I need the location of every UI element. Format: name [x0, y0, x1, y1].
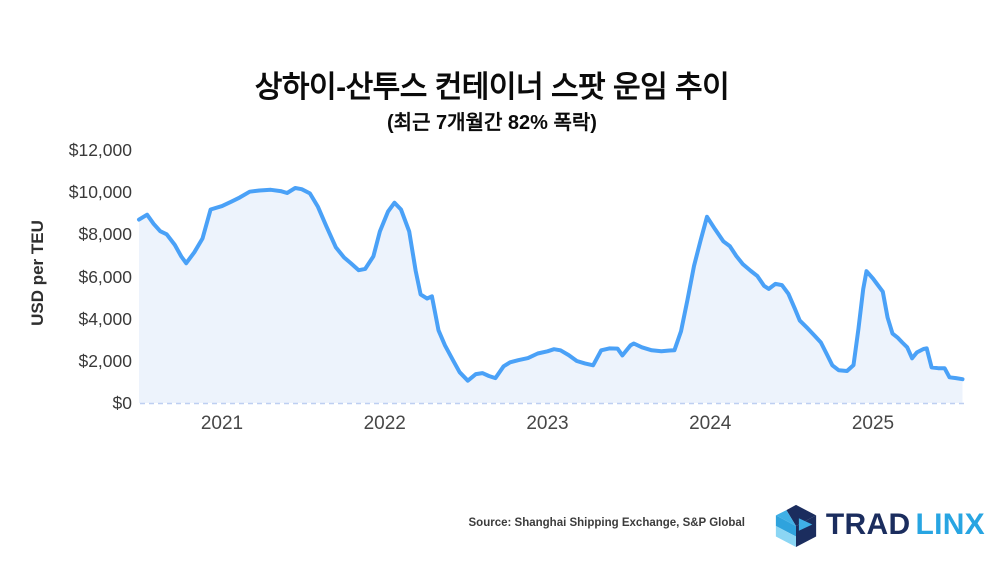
y-tick-label: $10,000: [68, 182, 132, 203]
x-tick-label: 2024: [689, 413, 732, 434]
chart-subtitle: (최근 7개월간 82% 폭락): [387, 111, 597, 134]
y-tick-label: $0: [112, 393, 132, 413]
tradlinx-cube-icon: [775, 504, 817, 548]
tradlinx-logo-text: TRAD LINX: [826, 502, 985, 548]
y-tick-label: $8,000: [78, 224, 132, 245]
tradlinx-logo: TRAD LINX: [773, 501, 985, 549]
y-tick-label: $12,000: [68, 140, 132, 160]
logo-text-trad: TRAD: [825, 508, 911, 541]
series-line: [137, 186, 965, 383]
y-tick-label: $2,000: [78, 350, 132, 371]
x-tick-label: 2023: [526, 413, 569, 434]
x-tick-label: 2022: [363, 413, 406, 434]
x-tick-label: 2021: [200, 413, 244, 434]
y-tick-label: $6,000: [78, 266, 132, 287]
y-tick-label: $4,000: [78, 308, 132, 329]
logo-text-linx: LINX: [915, 508, 985, 541]
chart-title: 상하이-산투스 컨테이너 스팟 운임 추이: [254, 71, 730, 105]
source-note: Source: Shanghai Shipping Exchange, S&P …: [468, 517, 745, 529]
series-area-fill: [139, 188, 963, 403]
x-tick-label: 2025: [851, 413, 895, 434]
